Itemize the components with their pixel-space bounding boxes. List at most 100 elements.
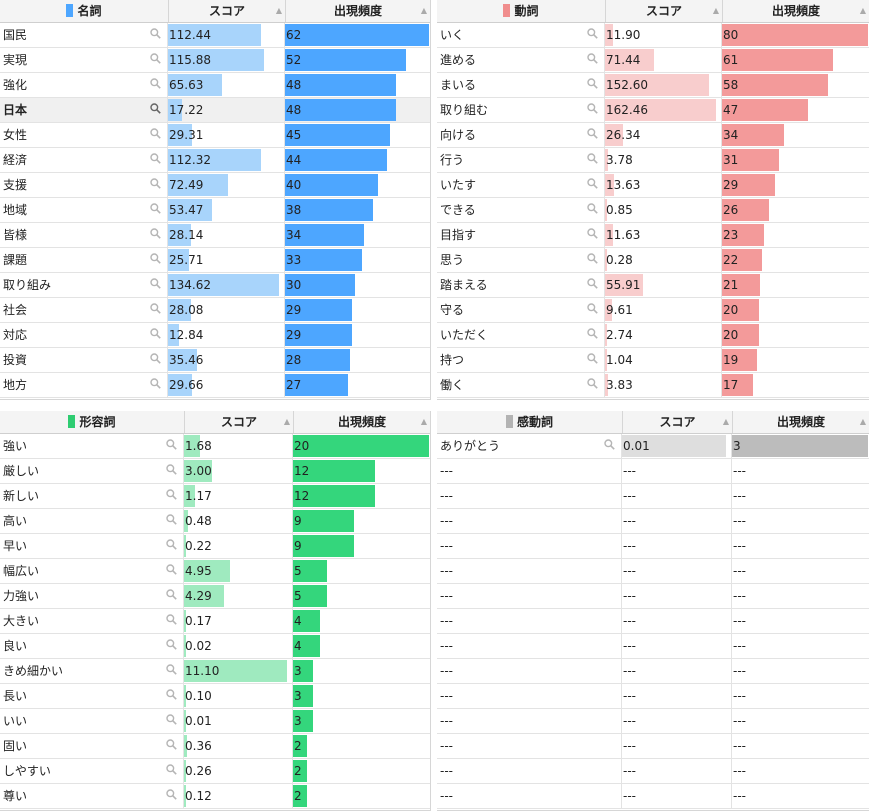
table-row[interactable]: 目指す 11.63 23 xyxy=(437,223,869,248)
search-icon[interactable] xyxy=(587,373,598,397)
table-row[interactable]: 厳しい 3.00 12 xyxy=(0,459,430,484)
table-row[interactable]: 経済 112.32 44 xyxy=(0,148,430,173)
table-row[interactable]: --- --- --- xyxy=(437,534,869,559)
table-row[interactable]: 持つ 1.04 19 xyxy=(437,348,869,373)
table-row[interactable]: まいる 152.60 58 xyxy=(437,73,869,98)
column-header-word[interactable]: 形容詞 xyxy=(0,411,184,433)
column-header-frequency[interactable]: 出現頻度 ▲ xyxy=(293,411,430,433)
search-icon[interactable] xyxy=(166,634,177,658)
table-row[interactable]: --- --- --- xyxy=(437,484,869,509)
sort-arrow-icon[interactable]: ▲ xyxy=(420,417,427,426)
search-icon[interactable] xyxy=(587,248,598,272)
search-icon[interactable] xyxy=(166,459,177,483)
table-row[interactable]: 思う 0.28 22 xyxy=(437,248,869,273)
search-icon[interactable] xyxy=(166,609,177,633)
table-row[interactable]: 課題 25.71 33 xyxy=(0,248,430,273)
search-icon[interactable] xyxy=(150,148,161,172)
column-header-frequency[interactable]: 出現頻度 ▲ xyxy=(732,411,869,433)
table-row[interactable]: --- --- --- xyxy=(437,784,869,809)
sort-arrow-icon[interactable]: ▲ xyxy=(283,417,290,426)
table-row[interactable]: 幅広い 4.95 5 xyxy=(0,559,430,584)
table-row[interactable]: --- --- --- xyxy=(437,659,869,684)
search-icon[interactable] xyxy=(150,273,161,297)
search-icon[interactable] xyxy=(166,509,177,533)
table-row[interactable]: 社会 28.08 29 xyxy=(0,298,430,323)
table-row[interactable]: 向ける 26.34 34 xyxy=(437,123,869,148)
table-row[interactable]: 地域 53.47 38 xyxy=(0,198,430,223)
table-row[interactable]: 国民 112.44 62 xyxy=(0,23,430,48)
table-row[interactable]: --- --- --- xyxy=(437,459,869,484)
search-icon[interactable] xyxy=(150,248,161,272)
search-icon[interactable] xyxy=(150,173,161,197)
table-row[interactable]: 早い 0.22 9 xyxy=(0,534,430,559)
sort-arrow-icon[interactable]: ▲ xyxy=(859,6,866,15)
table-row[interactable]: --- --- --- xyxy=(437,684,869,709)
search-icon[interactable] xyxy=(150,73,161,97)
table-row[interactable]: 良い 0.02 4 xyxy=(0,634,430,659)
table-row[interactable]: 働く 3.83 17 xyxy=(437,373,869,398)
table-row[interactable]: 固い 0.36 2 xyxy=(0,734,430,759)
search-icon[interactable] xyxy=(604,434,615,458)
search-icon[interactable] xyxy=(166,784,177,808)
table-row[interactable]: 強い 1.68 20 xyxy=(0,434,430,459)
table-row[interactable]: 日本 17.22 48 xyxy=(0,98,430,123)
table-row[interactable]: 新しい 1.17 12 xyxy=(0,484,430,509)
search-icon[interactable] xyxy=(587,123,598,147)
search-icon[interactable] xyxy=(166,534,177,558)
sort-arrow-icon[interactable]: ▲ xyxy=(859,417,866,426)
search-icon[interactable] xyxy=(587,273,598,297)
search-icon[interactable] xyxy=(166,759,177,783)
search-icon[interactable] xyxy=(150,123,161,147)
search-icon[interactable] xyxy=(150,348,161,372)
table-row[interactable]: 守る 9.61 20 xyxy=(437,298,869,323)
table-row[interactable]: 力強い 4.29 5 xyxy=(0,584,430,609)
sort-arrow-icon[interactable]: ▲ xyxy=(712,6,719,15)
search-icon[interactable] xyxy=(150,223,161,247)
search-icon[interactable] xyxy=(587,23,598,47)
sort-arrow-icon[interactable]: ▲ xyxy=(722,417,729,426)
column-header-score[interactable]: スコア ▲ xyxy=(168,0,285,22)
column-header-word[interactable]: 動詞 xyxy=(437,0,605,22)
column-header-frequency[interactable]: 出現頻度 ▲ xyxy=(722,0,869,22)
search-icon[interactable] xyxy=(166,684,177,708)
table-row[interactable]: --- --- --- xyxy=(437,559,869,584)
search-icon[interactable] xyxy=(587,298,598,322)
search-icon[interactable] xyxy=(166,434,177,458)
table-row[interactable]: いい 0.01 3 xyxy=(0,709,430,734)
search-icon[interactable] xyxy=(166,559,177,583)
search-icon[interactable] xyxy=(166,734,177,758)
table-row[interactable]: 長い 0.10 3 xyxy=(0,684,430,709)
table-row[interactable]: 強化 65.63 48 xyxy=(0,73,430,98)
table-row[interactable]: 地方 29.66 27 xyxy=(0,373,430,398)
table-row[interactable]: --- --- --- xyxy=(437,759,869,784)
search-icon[interactable] xyxy=(587,48,598,72)
table-row[interactable]: 取り組む 162.46 47 xyxy=(437,98,869,123)
table-row[interactable]: --- --- --- xyxy=(437,609,869,634)
search-icon[interactable] xyxy=(587,98,598,122)
search-icon[interactable] xyxy=(150,98,161,122)
search-icon[interactable] xyxy=(587,73,598,97)
search-icon[interactable] xyxy=(587,223,598,247)
table-row[interactable]: しやすい 0.26 2 xyxy=(0,759,430,784)
search-icon[interactable] xyxy=(166,484,177,508)
sort-arrow-icon[interactable]: ▲ xyxy=(275,6,282,15)
column-header-score[interactable]: スコア ▲ xyxy=(605,0,722,22)
search-icon[interactable] xyxy=(587,323,598,347)
table-row[interactable]: 支援 72.49 40 xyxy=(0,173,430,198)
table-row[interactable]: 尊い 0.12 2 xyxy=(0,784,430,809)
table-row[interactable]: --- --- --- xyxy=(437,709,869,734)
column-header-score[interactable]: スコア ▲ xyxy=(184,411,293,433)
sort-arrow-icon[interactable]: ▲ xyxy=(420,6,427,15)
table-row[interactable]: 進める 71.44 61 xyxy=(437,48,869,73)
search-icon[interactable] xyxy=(166,584,177,608)
table-row[interactable]: 投資 35.46 28 xyxy=(0,348,430,373)
column-header-frequency[interactable]: 出現頻度 ▲ xyxy=(285,0,430,22)
table-row[interactable]: 行う 3.78 31 xyxy=(437,148,869,173)
column-header-score[interactable]: スコア ▲ xyxy=(622,411,732,433)
table-row[interactable]: いく 11.90 80 xyxy=(437,23,869,48)
search-icon[interactable] xyxy=(587,173,598,197)
table-row[interactable]: 取り組み 134.62 30 xyxy=(0,273,430,298)
search-icon[interactable] xyxy=(150,48,161,72)
search-icon[interactable] xyxy=(166,659,177,683)
column-header-word[interactable]: 名詞 xyxy=(0,0,168,22)
